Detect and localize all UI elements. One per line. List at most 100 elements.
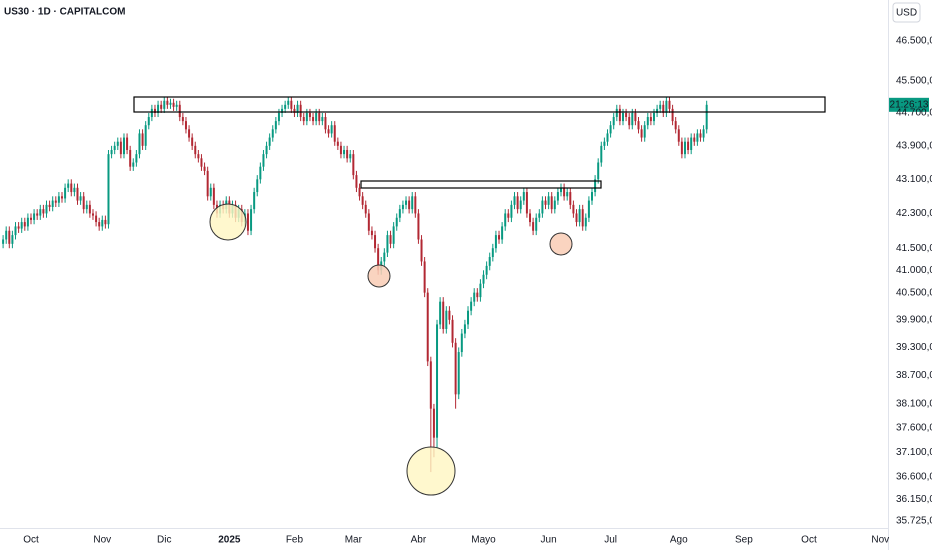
candle-body [296, 104, 299, 113]
x-tick-label: Ago [670, 535, 688, 546]
candle [60, 192, 63, 203]
candle [178, 100, 181, 122]
candle-body [346, 149, 349, 159]
candle-body [693, 137, 696, 142]
candle [5, 226, 8, 244]
candle-body [578, 209, 581, 223]
candle [544, 196, 547, 210]
candle [494, 230, 497, 253]
candle-body [482, 274, 485, 284]
candle [529, 209, 532, 227]
candle-body [64, 187, 67, 199]
candle-body [429, 361, 432, 409]
candle-body [392, 226, 395, 244]
candle [308, 108, 311, 122]
candle [138, 129, 141, 159]
currency-label[interactable]: USD [896, 8, 917, 19]
candle [29, 213, 32, 225]
x-tick-label: 2025 [218, 535, 241, 546]
candle [110, 145, 113, 159]
candle-body [680, 141, 683, 155]
candle-body [181, 117, 184, 122]
candle-body [640, 129, 643, 138]
candle-body [652, 112, 655, 122]
candle [547, 192, 550, 210]
candle [463, 319, 466, 339]
candle-body [600, 145, 603, 163]
candle-body [135, 154, 138, 163]
candle-body [256, 179, 259, 193]
candle [460, 328, 463, 357]
candle-body [587, 200, 590, 218]
candle [250, 204, 253, 236]
candle [349, 149, 352, 163]
candle-body [54, 200, 57, 203]
candle-body [79, 196, 82, 201]
candle [54, 196, 57, 208]
candle-body [544, 200, 547, 205]
candle [442, 297, 445, 334]
candle-body [277, 112, 280, 122]
candle [392, 222, 395, 249]
candle-body [485, 265, 488, 275]
candle-body [203, 166, 206, 171]
candle-body [271, 129, 274, 138]
y-tick-label: 41.000,0 [896, 265, 932, 276]
candle-body [293, 108, 296, 113]
candle [473, 288, 476, 307]
candle [504, 209, 507, 231]
candle-body [281, 108, 284, 113]
candle [451, 315, 454, 348]
candle [290, 96, 293, 113]
candle-body [498, 235, 501, 240]
candle [646, 112, 649, 130]
candle-body [8, 230, 11, 244]
candle [680, 137, 683, 159]
candle-body [141, 133, 144, 146]
candle-body [336, 141, 339, 146]
candle [343, 145, 346, 159]
candle [339, 141, 342, 159]
currency-button[interactable] [892, 2, 921, 23]
candle [457, 347, 460, 400]
candle [101, 215, 104, 231]
candle-body [491, 248, 494, 258]
candle-body [166, 100, 169, 105]
candle-body [48, 204, 51, 208]
candle-body [57, 196, 60, 203]
candle [206, 166, 209, 201]
candle [625, 108, 628, 122]
candle [274, 117, 277, 134]
candle-body [634, 112, 637, 122]
candle-body [398, 209, 401, 218]
candle-body [374, 235, 377, 249]
candle-body [333, 125, 336, 142]
candle [510, 200, 513, 223]
candle-body [538, 213, 541, 218]
candle [126, 133, 129, 155]
candle-body [507, 213, 510, 218]
candle-body [2, 239, 5, 244]
candle-body [262, 154, 265, 167]
candle-body [377, 248, 380, 271]
x-tick-label: Feb [286, 535, 304, 546]
candle-body [401, 204, 404, 210]
candle-body [45, 204, 48, 214]
candle-body [625, 112, 628, 118]
y-tick-label: 39.300,0 [896, 342, 932, 353]
candle-body [451, 319, 454, 343]
candle [566, 187, 569, 201]
y-tick-label: 42.300,0 [896, 208, 932, 219]
candle-body [274, 121, 277, 130]
candle [147, 112, 150, 130]
candle-body [144, 125, 147, 146]
candle [618, 104, 621, 126]
candle-body [525, 192, 528, 214]
candle [482, 270, 485, 289]
candle-body [364, 204, 367, 214]
candle-body [122, 137, 125, 155]
candle-body [411, 196, 414, 210]
highlight-circle [209, 203, 247, 241]
candle-body [299, 104, 302, 118]
candle [98, 217, 101, 231]
